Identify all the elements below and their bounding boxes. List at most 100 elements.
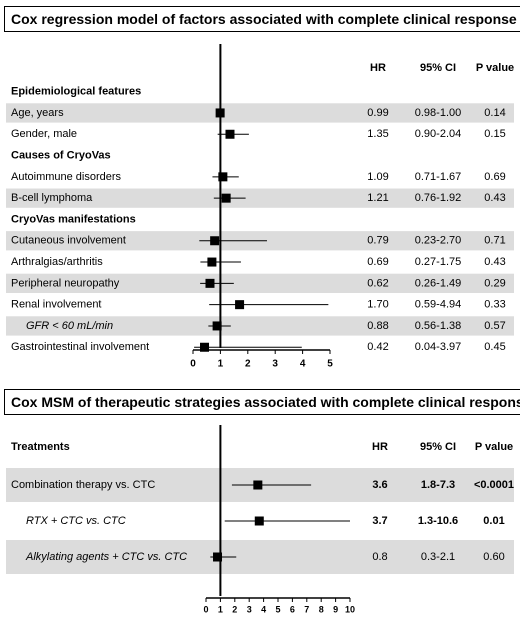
- p-value: 0.01: [483, 515, 504, 527]
- hr-marker: [207, 257, 217, 267]
- row-label: RTX + CTC vs. CTC: [26, 515, 126, 527]
- hr-marker: [218, 172, 228, 182]
- hr-value: 0.69: [367, 256, 388, 268]
- x-tick-label: 1: [218, 604, 223, 614]
- hr-value: 1.21: [367, 192, 388, 204]
- section-header: Epidemiological features: [11, 86, 141, 98]
- p2-col-p: P value: [475, 441, 513, 453]
- x-tick-label: 3: [272, 359, 278, 370]
- hr-marker: [225, 129, 235, 139]
- hr-value: 0.62: [367, 277, 388, 289]
- hr-marker: [254, 516, 264, 526]
- row-label: Renal involvement: [11, 299, 102, 311]
- hr-value: 3.7: [372, 515, 387, 527]
- hr-marker: [221, 193, 231, 203]
- hr-value: 0.88: [367, 320, 388, 332]
- panel1-title: Cox regression model of factors associat…: [4, 6, 520, 32]
- p2-col-ci: 95% CI: [420, 441, 456, 453]
- row-label: Age, years: [11, 107, 64, 119]
- p1-col-hr: HR: [370, 62, 386, 74]
- row-label: B-cell lymphoma: [11, 192, 93, 204]
- row-shade: [6, 103, 514, 123]
- ci-value: 0.98-1.00: [415, 107, 461, 119]
- x-tick-label: 2: [245, 359, 251, 370]
- row-label: Alkylating agents + CTC vs. CTC: [25, 551, 187, 563]
- hr-value: 1.09: [367, 171, 388, 183]
- row-label: Peripheral neuropathy: [11, 277, 120, 289]
- row-label: Arthralgias/arthritis: [11, 256, 103, 268]
- x-tick-label: 5: [327, 359, 333, 370]
- ci-value: 0.3-2.1: [421, 551, 455, 563]
- p-value: 0.14: [484, 107, 505, 119]
- hr-marker: [253, 480, 263, 490]
- hr-marker: [210, 236, 220, 246]
- p-value: 0.15: [484, 128, 505, 140]
- hr-value: 1.70: [367, 299, 388, 311]
- ci-value: 0.26-1.49: [415, 277, 461, 289]
- row-label: Cutaneous involvement: [11, 235, 126, 247]
- p-value: 0.60: [483, 551, 504, 563]
- x-tick-label: 1: [218, 359, 224, 370]
- ci-value: 0.04-3.97: [415, 341, 461, 353]
- ci-value: 0.27-1.75: [415, 256, 461, 268]
- row-shade: [6, 188, 514, 208]
- p1-col-p: P value: [476, 62, 514, 74]
- x-tick-label: 4: [261, 604, 266, 614]
- row-label: Gastrointestinal involvement: [11, 341, 149, 353]
- ci-value: 1.8-7.3: [421, 479, 455, 491]
- p-value: 0.71: [484, 235, 505, 247]
- section-header: CryoVas manifestations: [11, 213, 136, 225]
- row-label: Combination therapy vs. CTC: [11, 479, 155, 491]
- x-tick-label: 6: [290, 604, 295, 614]
- p-value: 0.57: [484, 320, 505, 332]
- hr-value: 1.35: [367, 128, 388, 140]
- section-header: Causes of CryoVas: [11, 149, 111, 161]
- hr-marker: [215, 108, 225, 118]
- p2-col-hr: HR: [372, 441, 388, 453]
- ci-value: 0.23-2.70: [415, 235, 461, 247]
- hr-marker: [235, 300, 245, 310]
- hr-value: 0.99: [367, 107, 388, 119]
- p-value: 0.33: [484, 299, 505, 311]
- p-value: 0.69: [484, 171, 505, 183]
- hr-marker: [200, 342, 210, 352]
- hr-marker: [213, 552, 223, 562]
- row-shade: [6, 316, 514, 336]
- row-shade: [6, 540, 514, 574]
- x-tick-label: 4: [300, 359, 306, 370]
- panel2-title: Cox MSM of therapeutic strategies associ…: [4, 389, 520, 415]
- hr-value: 0.42: [367, 341, 388, 353]
- hr-marker: [212, 321, 222, 331]
- ci-value: 1.3-10.6: [418, 515, 458, 527]
- p2-header-label: Treatments: [11, 441, 70, 453]
- ci-value: 0.59-4.94: [415, 299, 461, 311]
- ci-value: 0.76-1.92: [415, 192, 461, 204]
- row-label: GFR < 60 mL/min: [26, 320, 113, 332]
- x-tick-label: 3: [247, 604, 252, 614]
- x-tick-label: 5: [275, 604, 280, 614]
- x-tick-label: 0: [203, 604, 208, 614]
- hr-value: 3.6: [372, 479, 387, 491]
- hr-value: 0.8: [372, 551, 387, 563]
- hr-value: 0.79: [367, 235, 388, 247]
- x-tick-label: 2: [232, 604, 237, 614]
- row-label: Gender, male: [11, 128, 77, 140]
- p-value: 0.45: [484, 341, 505, 353]
- p1-col-ci: 95% CI: [420, 62, 456, 74]
- p-value: <0.0001: [474, 479, 514, 491]
- hr-marker: [205, 278, 215, 288]
- x-tick-label: 9: [333, 604, 338, 614]
- p-value: 0.29: [484, 277, 505, 289]
- x-tick-label: 7: [304, 604, 309, 614]
- x-tick-label: 0: [190, 359, 196, 370]
- p-value: 0.43: [484, 192, 505, 204]
- ci-value: 0.71-1.67: [415, 171, 461, 183]
- row-shade: [6, 273, 514, 293]
- p-value: 0.43: [484, 256, 505, 268]
- x-tick-label: 10: [345, 604, 355, 614]
- row-label: Autoimmune disorders: [11, 171, 122, 183]
- ci-value: 0.90-2.04: [415, 128, 461, 140]
- ci-value: 0.56-1.38: [415, 320, 461, 332]
- x-tick-label: 8: [319, 604, 324, 614]
